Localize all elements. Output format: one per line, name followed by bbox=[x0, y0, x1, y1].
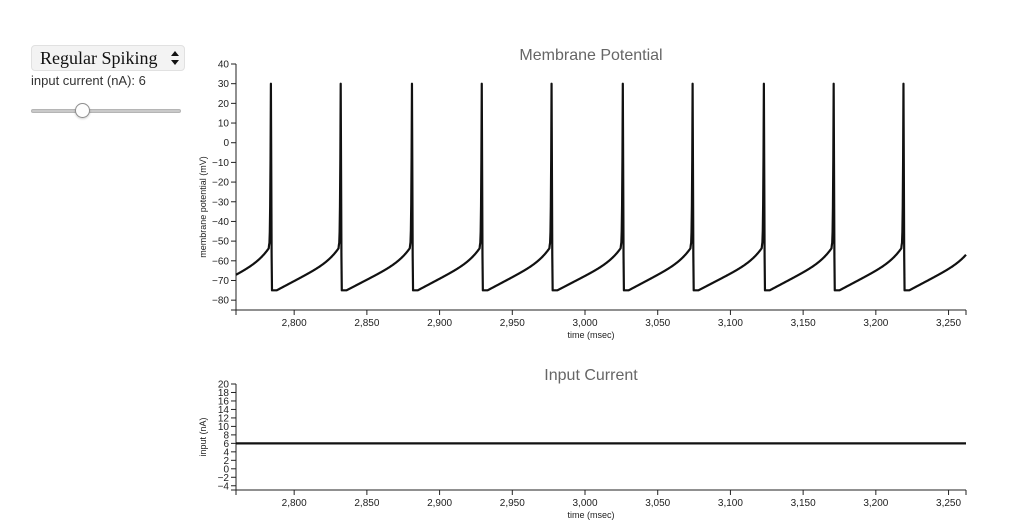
x-tick-label: 3,000 bbox=[572, 318, 597, 329]
y-axis-label: input (nA) bbox=[198, 417, 208, 456]
y-tick-label: 40 bbox=[218, 60, 230, 71]
y-tick-label: 16 bbox=[218, 396, 230, 407]
x-tick-label: 3,200 bbox=[863, 318, 888, 329]
y-tick-label: 2 bbox=[223, 456, 229, 467]
select-arrows-icon bbox=[171, 51, 179, 65]
y-tick-label: −2 bbox=[218, 473, 230, 484]
x-tick-label: 2,900 bbox=[427, 498, 452, 509]
y-tick-label: 20 bbox=[218, 99, 230, 110]
slider-track bbox=[31, 109, 181, 113]
y-tick-label: 0 bbox=[223, 138, 229, 149]
y-tick-label: −20 bbox=[212, 178, 229, 189]
neuron-type-value: Regular Spiking bbox=[40, 47, 158, 68]
y-tick-label: 18 bbox=[218, 388, 230, 399]
x-tick-label: 3,100 bbox=[718, 498, 743, 509]
y-tick-label: −70 bbox=[212, 276, 229, 287]
y-tick-label: −60 bbox=[212, 256, 229, 267]
x-axis-label: time (msec) bbox=[568, 510, 615, 520]
y-tick-label: 6 bbox=[223, 439, 229, 450]
chart-title: Membrane Potential bbox=[519, 47, 662, 64]
y-tick-label: −40 bbox=[212, 217, 229, 228]
x-tick-label: 2,800 bbox=[282, 498, 307, 509]
y-tick-label: 14 bbox=[218, 405, 230, 416]
y-tick-label: −80 bbox=[212, 296, 229, 307]
y-tick-label: −30 bbox=[212, 197, 229, 208]
neuron-type-select[interactable]: Regular Spiking bbox=[31, 45, 185, 71]
x-tick-label: 3,150 bbox=[791, 318, 816, 329]
x-tick-label: 3,150 bbox=[791, 498, 816, 509]
chart-title: Input Current bbox=[544, 367, 638, 384]
slider-thumb[interactable] bbox=[74, 103, 90, 118]
y-tick-label: 8 bbox=[223, 430, 229, 441]
y-axis-label: membrane potential (mV) bbox=[198, 156, 208, 258]
x-tick-label: 2,950 bbox=[500, 498, 525, 509]
y-tick-label: −10 bbox=[212, 158, 229, 169]
input-current-slider[interactable] bbox=[31, 102, 181, 122]
y-tick-label: 4 bbox=[223, 447, 229, 458]
input-current-label: input current (nA): 6 bbox=[31, 73, 146, 88]
y-tick-label: 10 bbox=[218, 422, 230, 433]
y-tick-label: 12 bbox=[218, 413, 230, 424]
x-axis-label: time (msec) bbox=[568, 330, 615, 340]
x-tick-label: 3,050 bbox=[645, 318, 670, 329]
x-tick-label: 3,100 bbox=[718, 318, 743, 329]
x-tick-label: 3,050 bbox=[645, 498, 670, 509]
x-tick-label: 3,000 bbox=[572, 498, 597, 509]
y-tick-label: 30 bbox=[218, 79, 230, 90]
x-tick-label: 2,800 bbox=[282, 318, 307, 329]
x-tick-label: 2,850 bbox=[354, 498, 379, 509]
x-tick-label: 2,950 bbox=[500, 318, 525, 329]
membrane-potential-chart: Membrane Potential time (msec) membrane … bbox=[198, 47, 967, 340]
y-tick-label: 0 bbox=[223, 464, 229, 475]
x-tick-label: 3,250 bbox=[936, 498, 961, 509]
y-tick-label: 10 bbox=[218, 119, 230, 130]
x-tick-label: 2,850 bbox=[354, 318, 379, 329]
x-tick-label: 2,900 bbox=[427, 318, 452, 329]
y-tick-label: −4 bbox=[218, 481, 230, 492]
x-tick-label: 3,250 bbox=[936, 318, 961, 329]
membrane-potential-line bbox=[235, 82, 967, 292]
x-tick-label: 3,200 bbox=[863, 498, 888, 509]
y-tick-label: 20 bbox=[218, 380, 230, 391]
y-tick-label: −50 bbox=[212, 237, 229, 248]
